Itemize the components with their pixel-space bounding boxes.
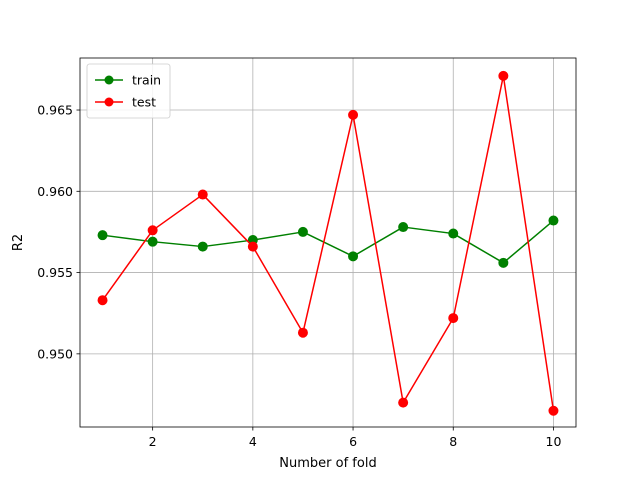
x-tick-label: 4 xyxy=(249,434,257,449)
legend-marker-train xyxy=(104,75,114,85)
data-point-test xyxy=(147,225,158,236)
x-axis-label: Number of fold xyxy=(279,456,376,471)
data-point-test xyxy=(548,405,559,416)
series-line-test xyxy=(101,75,555,411)
data-point-test xyxy=(247,241,258,252)
tick-layer: 2 4 6 8 10 0.950 0.955 0.960 0.965 xyxy=(37,103,561,449)
data-point-train xyxy=(448,228,459,239)
data-point-train xyxy=(348,251,359,262)
y-tick-label: 0.955 xyxy=(37,265,73,280)
y-tick-label: 0.965 xyxy=(37,103,73,118)
x-tick-label: 8 xyxy=(449,434,457,449)
data-point-test xyxy=(297,327,308,338)
data-point-test xyxy=(348,109,359,120)
legend: train test xyxy=(86,63,171,119)
data-point-train xyxy=(498,257,509,268)
data-point-train xyxy=(197,241,208,252)
legend-label-test: test xyxy=(132,95,156,110)
y-axis-label: R2 xyxy=(11,234,26,251)
plot-frame xyxy=(79,57,577,428)
data-point-train xyxy=(548,215,559,226)
data-point-train xyxy=(297,226,308,237)
y-tick-label: 0.950 xyxy=(37,346,73,361)
data-point-test xyxy=(498,70,509,81)
data-point-test xyxy=(197,189,208,200)
data-point-train xyxy=(97,230,108,241)
data-point-train xyxy=(147,236,158,247)
x-tick-label: 2 xyxy=(149,434,157,449)
data-point-test xyxy=(97,295,108,306)
y-tick-label: 0.960 xyxy=(37,184,73,199)
data-point-test xyxy=(398,397,409,408)
series-line-train xyxy=(102,219,554,264)
legend-marker-test xyxy=(104,97,114,107)
x-tick-label: 6 xyxy=(349,434,357,449)
data-point-train xyxy=(398,222,409,233)
data-point-test xyxy=(448,313,459,324)
series-layer xyxy=(97,70,559,416)
legend-label-train: train xyxy=(132,73,161,88)
x-tick-label: 10 xyxy=(546,434,562,449)
